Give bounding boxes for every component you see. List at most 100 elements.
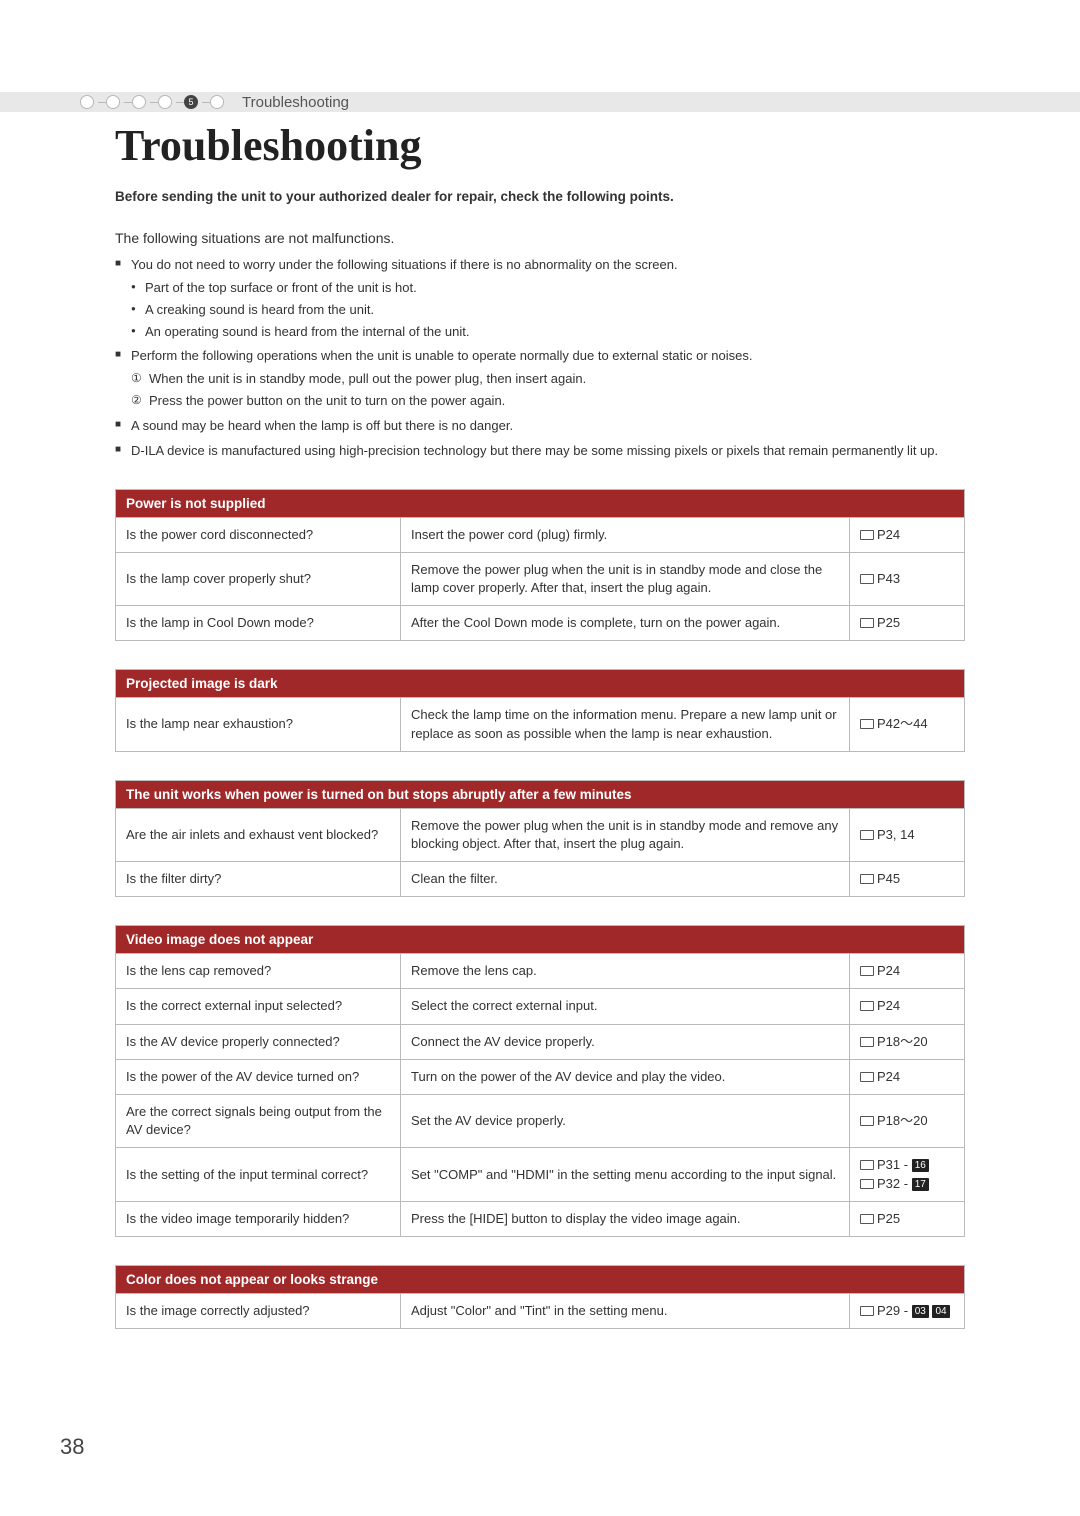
question-cell: Are the correct signals being output fro… [116, 1095, 401, 1148]
page-title: Troubleshooting [115, 120, 965, 171]
page-content: Troubleshooting Before sending the unit … [0, 0, 1080, 1329]
troubleshooting-table: Video image does not appearIs the lens c… [115, 925, 965, 1237]
reference-cell: P18～20 [850, 1095, 965, 1148]
note-2: Perform the following operations when th… [115, 347, 965, 411]
note-2-sub-item: ② Press the power button on the unit to … [131, 392, 965, 411]
breadcrumb-step-2 [106, 95, 120, 109]
page-ref-icon [860, 874, 874, 884]
answer-cell: Turn on the power of the AV device and p… [401, 1059, 850, 1094]
table-header: Color does not appear or looks strange [116, 1265, 965, 1293]
troubleshooting-table: Color does not appear or looks strangeIs… [115, 1265, 965, 1329]
note-3: A sound may be heard when the lamp is of… [115, 417, 965, 436]
page-ref-icon [860, 830, 874, 840]
reference-cell: P24 [850, 954, 965, 989]
table-row: Is the lens cap removed?Remove the lens … [116, 954, 965, 989]
table-row: Is the correct external input selected?S… [116, 989, 965, 1024]
page-ref-icon [860, 1179, 874, 1189]
question-cell: Is the AV device properly connected? [116, 1024, 401, 1059]
troubleshooting-table: The unit works when power is turned on b… [115, 780, 965, 898]
breadcrumb-step-6 [210, 95, 224, 109]
answer-cell: Set "COMP" and "HDMI" in the setting men… [401, 1148, 850, 1201]
reference-cell: P24 [850, 517, 965, 552]
table-row: Is the lamp near exhaustion?Check the la… [116, 698, 965, 751]
answer-cell: Check the lamp time on the information m… [401, 698, 850, 751]
note-1-sub-item: An operating sound is heard from the int… [131, 323, 965, 342]
table-row: Is the power of the AV device turned on?… [116, 1059, 965, 1094]
table-row: Is the lamp in Cool Down mode?After the … [116, 606, 965, 641]
answer-cell: Remove the lens cap. [401, 954, 850, 989]
reference-cell: P18～20 [850, 1024, 965, 1059]
situations-heading: The following situations are not malfunc… [115, 230, 965, 246]
page-ref-icon [860, 1116, 874, 1126]
answer-cell: Adjust "Color" and "Tint" in the setting… [401, 1293, 850, 1328]
page-ref-icon [860, 966, 874, 976]
table-row: Is the lamp cover properly shut?Remove t… [116, 552, 965, 605]
page-ref-icon [860, 1001, 874, 1011]
answer-cell: Clean the filter. [401, 862, 850, 897]
question-cell: Are the air inlets and exhaust vent bloc… [116, 808, 401, 861]
reference-cell: P24 [850, 989, 965, 1024]
ref-box: 17 [912, 1178, 929, 1191]
reference-cell: P3, 14 [850, 808, 965, 861]
breadcrumb-step-5-active: 5 [184, 95, 198, 109]
ref-box: 16 [912, 1159, 929, 1172]
page-ref-icon [860, 574, 874, 584]
page-ref-icon [860, 1214, 874, 1224]
answer-cell: Connect the AV device properly. [401, 1024, 850, 1059]
question-cell: Is the correct external input selected? [116, 989, 401, 1024]
table-header: Video image does not appear [116, 926, 965, 954]
table-header: Power is not supplied [116, 489, 965, 517]
breadcrumb-bar: 5 Troubleshooting [0, 92, 1080, 112]
reference-cell: P45 [850, 862, 965, 897]
table-header: Projected image is dark [116, 670, 965, 698]
note-4: D-ILA device is manufactured using high-… [115, 442, 965, 461]
answer-cell: Remove the power plug when the unit is i… [401, 808, 850, 861]
question-cell: Is the filter dirty? [116, 862, 401, 897]
table-row: Is the power cord disconnected?Insert th… [116, 517, 965, 552]
question-cell: Is the lens cap removed? [116, 954, 401, 989]
answer-cell: Set the AV device properly. [401, 1095, 850, 1148]
page-ref-icon [860, 530, 874, 540]
ref-box: 04 [932, 1305, 949, 1318]
table-row: Are the air inlets and exhaust vent bloc… [116, 808, 965, 861]
troubleshooting-table: Power is not suppliedIs the power cord d… [115, 489, 965, 642]
breadcrumb-step-4 [158, 95, 172, 109]
reference-cell: P31 - 16P32 - 17 [850, 1148, 965, 1201]
reference-cell: P42～44 [850, 698, 965, 751]
page-ref-icon [860, 1160, 874, 1170]
breadcrumb-step-1 [80, 95, 94, 109]
breadcrumb-step-3 [132, 95, 146, 109]
troubleshooting-table: Projected image is darkIs the lamp near … [115, 669, 965, 751]
page-number: 38 [60, 1434, 84, 1460]
note-1: You do not need to worry under the follo… [115, 256, 965, 341]
table-row: Is the video image temporarily hidden?Pr… [116, 1201, 965, 1236]
table-row: Is the setting of the input terminal cor… [116, 1148, 965, 1201]
table-row: Is the AV device properly connected?Conn… [116, 1024, 965, 1059]
ref-box: 03 [912, 1305, 929, 1318]
reference-cell: P25 [850, 1201, 965, 1236]
question-cell: Is the power cord disconnected? [116, 517, 401, 552]
reference-cell: P25 [850, 606, 965, 641]
question-cell: Is the video image temporarily hidden? [116, 1201, 401, 1236]
reference-cell: P29 - 03 04 [850, 1293, 965, 1328]
question-cell: Is the image correctly adjusted? [116, 1293, 401, 1328]
table-row: Is the image correctly adjusted?Adjust "… [116, 1293, 965, 1328]
page-ref-icon [860, 1306, 874, 1316]
breadcrumb-label: Troubleshooting [242, 94, 349, 111]
reference-cell: P24 [850, 1059, 965, 1094]
page-ref-icon [860, 719, 874, 729]
intro-text: Before sending the unit to your authoriz… [115, 189, 965, 204]
answer-cell: Insert the power cord (plug) firmly. [401, 517, 850, 552]
note-1-sub-item: A creaking sound is heard from the unit. [131, 301, 965, 320]
page-ref-icon [860, 1037, 874, 1047]
table-row: Are the correct signals being output fro… [116, 1095, 965, 1148]
answer-cell: After the Cool Down mode is complete, tu… [401, 606, 850, 641]
question-cell: Is the lamp in Cool Down mode? [116, 606, 401, 641]
question-cell: Is the lamp cover properly shut? [116, 552, 401, 605]
table-row: Is the filter dirty?Clean the filter.P45 [116, 862, 965, 897]
answer-cell: Remove the power plug when the unit is i… [401, 552, 850, 605]
answer-cell: Press the [HIDE] button to display the v… [401, 1201, 850, 1236]
page-ref-icon [860, 618, 874, 628]
note-3-text: A sound may be heard when the lamp is of… [131, 418, 513, 433]
reference-cell: P43 [850, 552, 965, 605]
